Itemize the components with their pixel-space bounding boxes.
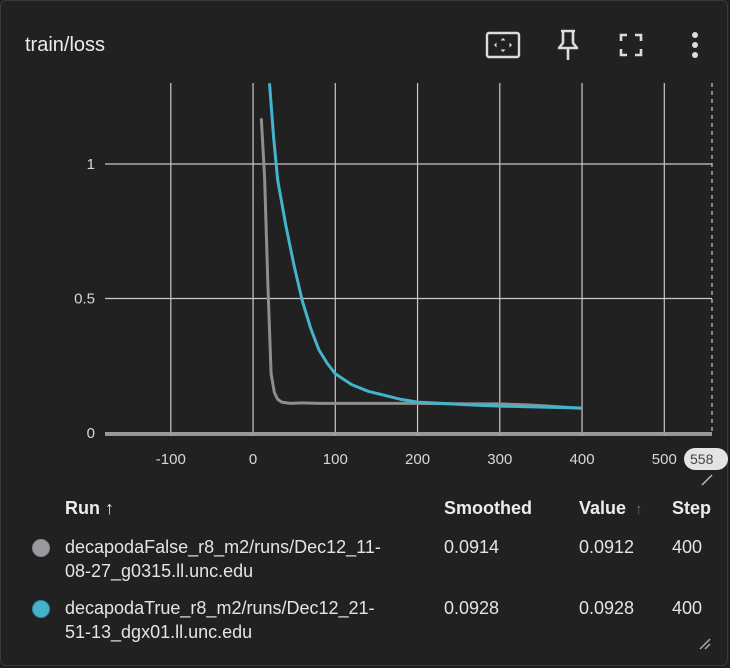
smoothed-column-header[interactable]: Smoothed — [444, 498, 532, 518]
run-name-line: 51-13_dgx01.ll.unc.edu — [65, 622, 253, 642]
cursor-badge-label: 558 — [690, 451, 714, 467]
chart-resize-icon — [701, 474, 713, 486]
run-name-line: decapodaFalse_r8_m2/runs/Dec12_11- — [65, 537, 381, 557]
smoothed-value: 0.0928 — [444, 598, 500, 618]
y-tick-label: 1 — [87, 156, 95, 173]
run-name-line: 08-27_g0315.ll.unc.edu — [65, 561, 254, 581]
run-name: decapodaTrue_r8_m2/runs/Dec12_21- 51-13_… — [65, 596, 375, 644]
more-options-button[interactable] — [677, 27, 713, 63]
x-tick-label: 100 — [323, 451, 348, 468]
pin-button[interactable] — [550, 27, 586, 63]
step-value: 400 — [672, 598, 703, 618]
x-tick-label: 400 — [570, 451, 595, 468]
x-tick-label: 200 — [405, 451, 430, 468]
y-tick-label: 0 — [87, 425, 95, 442]
fit-to-data-button[interactable] — [485, 27, 521, 63]
fullscreen-icon — [619, 33, 643, 57]
run-color-swatch[interactable] — [32, 539, 50, 557]
x-tick-label: 300 — [487, 451, 512, 468]
step-value: 400 — [672, 537, 703, 557]
run-name-line: decapodaTrue_r8_m2/runs/Dec12_21- — [65, 598, 375, 618]
y-tick-label: 0.5 — [74, 291, 95, 308]
cursor-badge — [684, 448, 728, 470]
sort-arrow-icon: ↑ — [635, 501, 643, 518]
raw-value: 0.0928 — [579, 598, 635, 618]
series-line — [268, 83, 583, 410]
card-title: train/loss — [25, 34, 106, 56]
x-tick-label: 500 — [652, 451, 677, 468]
fullscreen-button[interactable] — [613, 27, 649, 63]
series-line — [259, 118, 583, 410]
pin-icon — [557, 29, 579, 60]
run-column-header[interactable]: Run ↑ — [65, 498, 114, 518]
more-vert-icon — [692, 32, 698, 58]
fit-to-data-icon — [485, 31, 521, 59]
table-resize-icon[interactable] — [698, 637, 712, 651]
smoothed-value: 0.0914 — [444, 537, 500, 557]
line-chart[interactable]: 0 0.5 1 -100 0 100 200 300 400 500 558 — [1, 71, 730, 491]
chart-area[interactable]: 0 0.5 1 -100 0 100 200 300 400 500 558 — [1, 71, 730, 491]
value-column-header[interactable]: Value ↑ — [579, 498, 643, 519]
run-name: decapodaFalse_r8_m2/runs/Dec12_11- 08-27… — [65, 535, 381, 583]
x-tick-label: 0 — [249, 451, 257, 468]
raw-value: 0.0912 — [579, 537, 635, 557]
run-color-swatch[interactable] — [32, 600, 50, 618]
value-header-label: Value — [579, 498, 627, 518]
x-tick-label: -100 — [156, 451, 186, 468]
step-column-header[interactable]: Step — [672, 498, 712, 518]
